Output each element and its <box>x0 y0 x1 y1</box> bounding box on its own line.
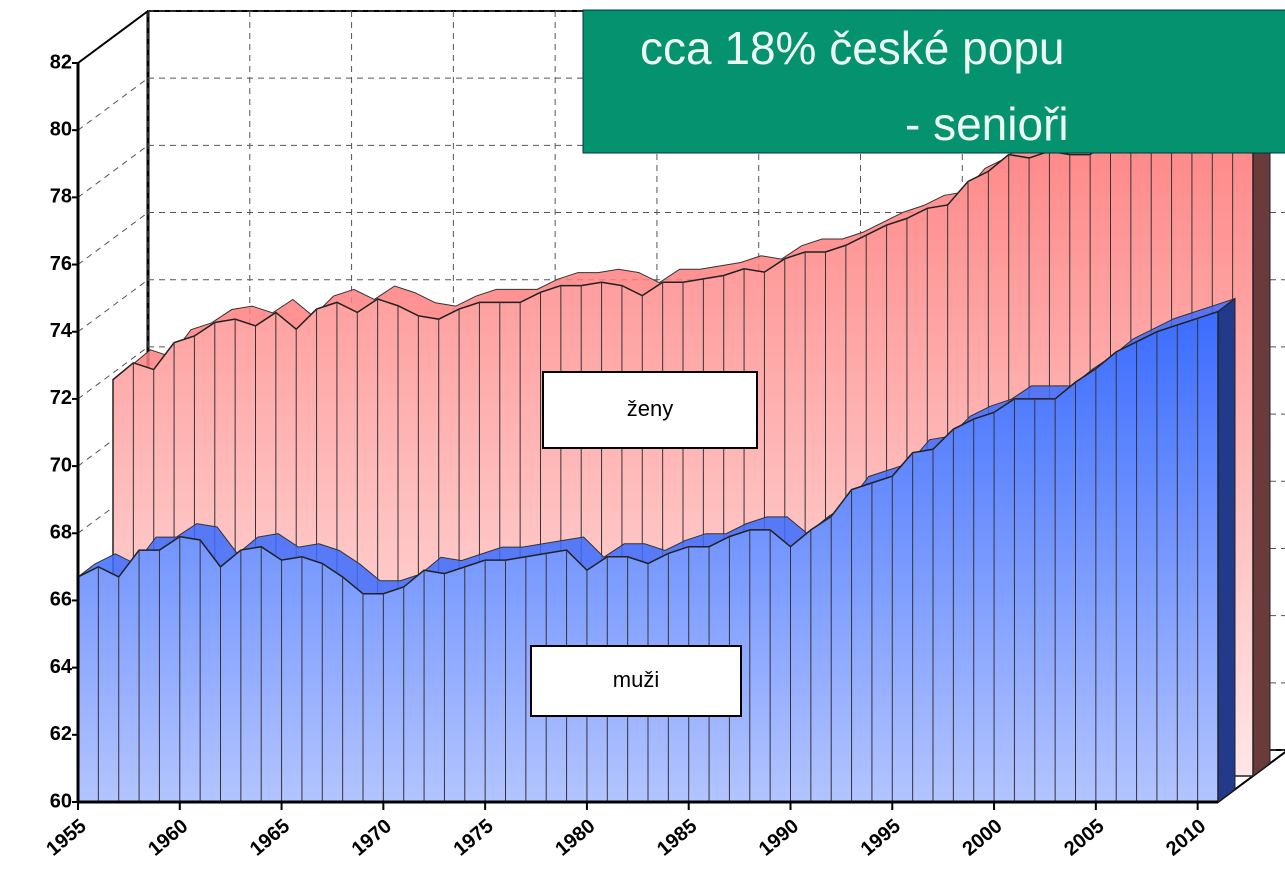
grid-line <box>77 346 149 400</box>
y-tick-label: 76 <box>50 253 72 275</box>
x-tick-label: 1955 <box>42 815 90 860</box>
y-tick-label: 70 <box>50 454 72 476</box>
label-box <box>530 645 742 717</box>
grid-line <box>77 212 149 265</box>
x-tick-label: 1995 <box>857 815 905 860</box>
annotation: - senioři <box>905 98 1069 150</box>
x-tick-label: 2010 <box>1162 815 1210 860</box>
y-tick-label: 66 <box>50 589 72 611</box>
axis <box>77 10 149 64</box>
y-tick-label: 62 <box>50 723 72 745</box>
x-tick-label: 1965 <box>246 815 294 860</box>
x-tick-label: 1975 <box>450 815 498 860</box>
y-tick-label: 80 <box>50 118 72 140</box>
y-tick-label: 64 <box>50 656 73 678</box>
y-tick-label: 82 <box>50 51 72 73</box>
grid-line <box>77 77 149 131</box>
series-label: ženy <box>627 396 673 421</box>
x-tick-label: 2005 <box>1060 815 1108 860</box>
x-tick-label: 1960 <box>144 815 192 860</box>
annotation: cca 18% české popu <box>640 22 1065 74</box>
area-side <box>1217 297 1236 804</box>
grid-line <box>77 413 149 467</box>
series-label: muži <box>613 667 659 692</box>
y-tick-label: 74 <box>50 320 73 342</box>
y-tick-label: 72 <box>50 387 72 409</box>
x-tick-label: 1970 <box>348 815 396 860</box>
x-tick-label: 1980 <box>551 815 599 860</box>
area-side <box>1252 66 1271 778</box>
annotation-box <box>582 9 1285 154</box>
grid-line <box>77 279 149 333</box>
y-tick-label: 60 <box>50 790 72 812</box>
x-tick-label: 1985 <box>653 815 701 860</box>
y-tick-label: 78 <box>50 186 72 208</box>
label-box <box>542 371 758 449</box>
x-tick-label: 1990 <box>755 815 803 860</box>
grid-line <box>77 144 149 198</box>
y-tick-label: 68 <box>50 522 72 544</box>
grid-line <box>77 480 149 534</box>
x-tick-label: 2000 <box>958 815 1006 860</box>
